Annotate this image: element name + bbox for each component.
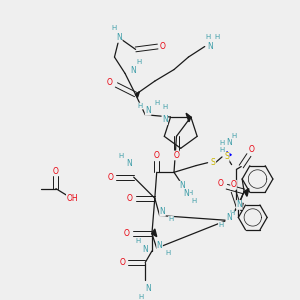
Text: H: H <box>112 25 117 31</box>
Text: H: H <box>135 238 140 244</box>
Text: N: N <box>226 138 232 147</box>
Text: N: N <box>236 200 242 209</box>
Polygon shape <box>136 92 140 98</box>
Text: O: O <box>218 179 224 188</box>
Text: N: N <box>184 189 189 198</box>
Text: H: H <box>137 59 142 65</box>
Text: H: H <box>162 104 167 110</box>
Text: O: O <box>127 194 133 203</box>
Text: H: H <box>214 34 220 40</box>
Text: N: N <box>142 244 148 253</box>
Text: N: N <box>116 33 122 42</box>
Text: O: O <box>124 229 130 238</box>
Text: H: H <box>219 140 225 146</box>
Text: O: O <box>160 42 165 51</box>
Text: S: S <box>211 158 216 167</box>
Text: H: H <box>154 100 159 106</box>
Text: N: N <box>157 241 163 250</box>
Text: N: N <box>145 106 151 116</box>
Text: N: N <box>160 207 165 216</box>
Text: O: O <box>173 151 179 160</box>
Text: O: O <box>249 145 255 154</box>
Text: H: H <box>118 153 124 159</box>
Polygon shape <box>152 229 157 237</box>
Text: S: S <box>224 152 229 161</box>
Text: H: H <box>231 133 236 139</box>
Text: OH: OH <box>66 194 78 203</box>
Text: H: H <box>139 294 144 300</box>
Text: O: O <box>107 77 112 86</box>
Text: N: N <box>145 284 151 293</box>
Polygon shape <box>244 189 249 196</box>
Text: H: H <box>138 103 143 109</box>
Text: O: O <box>154 151 160 160</box>
Text: N: N <box>126 159 132 168</box>
Text: O: O <box>231 180 236 189</box>
Text: H: H <box>218 222 224 228</box>
Polygon shape <box>186 113 191 122</box>
Text: H: H <box>205 34 210 40</box>
Text: H: H <box>169 216 174 222</box>
Text: O: O <box>53 167 59 176</box>
Text: H: H <box>229 210 234 216</box>
Text: N: N <box>130 66 136 75</box>
Text: N: N <box>226 213 232 222</box>
Text: N: N <box>208 42 213 51</box>
Text: H: H <box>191 198 197 204</box>
Text: H: H <box>219 147 225 153</box>
Text: H: H <box>166 250 171 256</box>
Text: O: O <box>119 258 125 267</box>
Text: O: O <box>108 172 114 182</box>
Text: N: N <box>162 116 168 124</box>
Text: H: H <box>188 190 193 196</box>
Text: N: N <box>179 181 184 190</box>
Polygon shape <box>238 203 243 211</box>
